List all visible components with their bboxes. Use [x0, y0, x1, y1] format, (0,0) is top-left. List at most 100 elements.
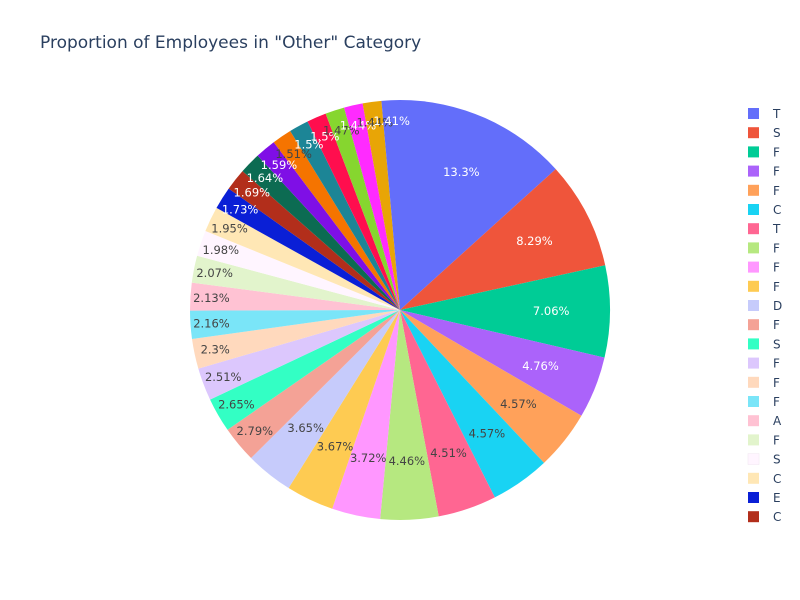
pie-slice[interactable] [290, 121, 400, 311]
slice-percent-label: 7.06% [533, 304, 570, 318]
legend-label: F [773, 376, 780, 390]
slice-percent-label: 1.5% [294, 137, 323, 151]
slice-percent-label: 2.51% [205, 370, 242, 384]
legend-item[interactable]: D [748, 299, 782, 313]
pie-slice[interactable] [400, 310, 495, 517]
pie-slice[interactable] [192, 310, 400, 369]
pie-slice[interactable] [307, 113, 400, 310]
legend-item[interactable]: F [748, 357, 780, 371]
pie-slice[interactable] [190, 310, 400, 339]
legend-label: F [773, 318, 780, 332]
pie-labels: 13.3%8.29%7.06%4.76%4.57%4.57%4.51%4.46%… [193, 114, 569, 468]
legend-swatch [748, 165, 759, 177]
legend-swatch [748, 261, 759, 273]
legend-label: S [773, 453, 781, 467]
pie-slice[interactable] [400, 310, 582, 463]
legend-item[interactable]: S [748, 126, 781, 140]
legend-label: A [773, 414, 782, 428]
pie-slice[interactable] [257, 142, 400, 310]
slice-percent-label: 2.79% [237, 424, 274, 438]
slice-percent-label: 1.73% [222, 202, 259, 216]
legend-item[interactable]: E [748, 491, 781, 505]
legend-swatch [748, 223, 759, 235]
legend-item[interactable]: F [748, 280, 780, 294]
slice-percent-label: 4.76% [522, 359, 559, 373]
legend-item[interactable]: A [748, 414, 782, 428]
legend-item[interactable]: F [748, 145, 780, 159]
pie-slice[interactable] [288, 310, 400, 509]
pie-slice[interactable] [191, 255, 400, 310]
legend-swatch [748, 338, 759, 350]
legend-item[interactable]: F [748, 165, 780, 179]
legend-item[interactable]: S [748, 337, 781, 351]
slice-percent-label: 1.47% [323, 123, 360, 137]
legend-label: S [773, 337, 781, 351]
slice-percent-label: 2.65% [218, 398, 255, 412]
slice-percent-label: 2.16% [193, 316, 230, 330]
slice-percent-label: 8.29% [516, 234, 553, 248]
legend-label: F [773, 145, 780, 159]
pie-slice[interactable] [400, 100, 556, 310]
legend-item[interactable]: T [748, 107, 781, 121]
pie-slice[interactable] [400, 265, 611, 358]
legend-item[interactable]: F [748, 395, 780, 409]
legend-item[interactable]: T [748, 222, 781, 236]
slice-percent-label: 2.07% [196, 266, 233, 280]
pie-slice[interactable] [198, 310, 400, 400]
legend-item[interactable]: S [747, 453, 781, 467]
pie-slice[interactable] [362, 100, 400, 310]
slice-percent-label: 1.41% [373, 114, 410, 128]
pie-slice[interactable] [325, 107, 400, 310]
legend-label: F [773, 280, 780, 294]
legend-swatch [748, 204, 759, 215]
pie-slice[interactable] [251, 310, 400, 489]
pie-slice[interactable] [189, 282, 400, 311]
slice-percent-label: 4.46% [389, 454, 426, 468]
pie-slice[interactable] [273, 131, 400, 310]
legend-swatch [748, 357, 759, 369]
slice-percent-label: 1.64% [247, 171, 284, 185]
legend-label: F [773, 395, 780, 409]
legend-item[interactable]: C [748, 510, 781, 524]
slice-percent-label: 1.44% [340, 119, 377, 133]
pie-slice[interactable] [227, 310, 400, 459]
legend-label: E [773, 491, 781, 505]
legend-label: F [773, 241, 780, 255]
pie-slice[interactable] [242, 155, 401, 310]
pie-slice[interactable] [216, 188, 400, 310]
slice-percent-label: 2.13% [193, 291, 230, 305]
pie-slice[interactable] [205, 207, 400, 310]
legend-item[interactable]: F [748, 433, 780, 447]
legend-item[interactable]: F [748, 318, 780, 332]
legend-swatch [748, 108, 759, 119]
legend-item[interactable]: C [748, 203, 781, 217]
pie-slice[interactable] [210, 310, 400, 430]
slice-percent-label: 1.98% [203, 243, 240, 257]
legend-label: F [773, 261, 780, 275]
legend-label: T [772, 107, 781, 121]
pie-slice[interactable] [400, 310, 545, 498]
pie-slice[interactable] [380, 310, 439, 521]
legend-item[interactable]: F [748, 261, 780, 275]
legend-item[interactable]: F [748, 241, 780, 255]
legend-swatch [748, 280, 759, 292]
legend-item[interactable]: F [748, 184, 780, 198]
slice-percent-label: 4.57% [500, 397, 537, 411]
pie-slice[interactable] [332, 310, 400, 520]
pie-slice[interactable] [344, 103, 400, 310]
legend-item[interactable]: F [748, 376, 780, 390]
legend-swatch [748, 127, 759, 139]
pie-slice[interactable] [400, 310, 605, 416]
slice-percent-label: 4.51% [430, 446, 467, 460]
pie-slice[interactable] [228, 171, 400, 310]
pie-slice[interactable] [381, 99, 400, 310]
legend-label: T [772, 222, 781, 236]
slice-percent-label: 13.3% [443, 165, 480, 179]
legend-item[interactable]: C [748, 472, 781, 486]
pie-slice[interactable] [197, 231, 400, 310]
pie-slice[interactable] [400, 169, 606, 310]
slice-percent-label: 3.65% [287, 421, 324, 435]
slice-percent-label: 3.67% [317, 440, 354, 454]
legend-label: F [773, 184, 780, 198]
